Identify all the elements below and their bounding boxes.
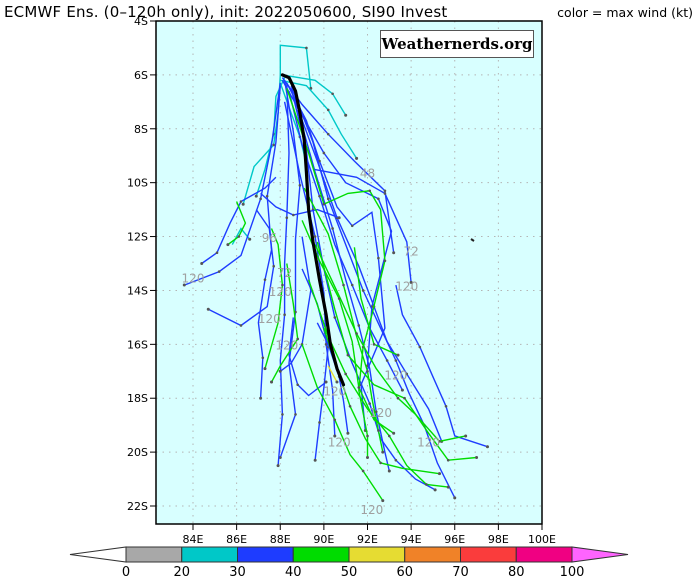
forecast-hour-label: 120 (417, 436, 440, 450)
colorbar-bin (181, 546, 238, 563)
y-tick-label: 20S (127, 446, 148, 459)
ensemble-member-track (279, 80, 301, 458)
y-tick-label: 18S (127, 392, 148, 405)
ensemble-member-track (282, 74, 347, 116)
forecast-hour-label: 48 (360, 166, 375, 180)
colorbar: 0 20 30 40 50 60 70 80 100 (69, 546, 629, 578)
colorbar-tick-label: 0 (122, 565, 130, 578)
ensemble-member-track (227, 201, 247, 246)
watermark: Weathernerds.org (380, 30, 534, 58)
ensemble-member-track (353, 247, 399, 356)
colorbar-tick-label: 40 (285, 565, 302, 578)
ensemble-member-track (316, 241, 477, 461)
colorbar-caption: color = max wind (kt) (557, 5, 693, 20)
y-tick-label: 14S (127, 284, 148, 297)
stray-mark (470, 238, 475, 242)
colorbar-tick-label: 100 (560, 565, 585, 578)
forecast-hour-label: 120 (360, 503, 383, 517)
ensemble-member-track (301, 220, 395, 434)
ensemble-member-track (279, 82, 308, 164)
x-tick-label: 98E (488, 533, 509, 546)
axis-ticks: 4S 6S 8S 10S 12S 14S 16S 18S 20S 22S 84E 86E 88E 90E 9… (127, 15, 556, 546)
forecast-hour-label: 120 (258, 312, 281, 326)
ensemble-member-track (279, 44, 312, 89)
y-tick-label: 8S (134, 123, 148, 136)
ensemble-member-track (207, 209, 275, 327)
ensemble-member-track (257, 85, 281, 399)
forecast-hour-label: 96 (262, 231, 277, 245)
colorbar-tick-label: 60 (396, 565, 413, 578)
colorbar-tick-label: 50 (341, 565, 358, 578)
ensemble-member-track (327, 365, 338, 383)
ensemble-member-track (314, 244, 466, 443)
x-tick-label: 100E (528, 533, 556, 546)
ensemble-member-track (184, 82, 281, 286)
y-tick-label: 12S (127, 231, 148, 244)
ensemble-member-track (301, 344, 384, 501)
colorbar-bin (125, 546, 183, 563)
forecast-hour-label: 120 (275, 339, 298, 353)
ensemble-member-track (303, 187, 384, 453)
forecast-hour-label: 72 (277, 266, 292, 280)
ensemble-member-track (283, 101, 336, 436)
colorbar-bin (460, 546, 517, 563)
ensemble-member-track (201, 176, 277, 265)
forecast-hour-label: 72 (403, 244, 418, 258)
plot-frame (155, 20, 543, 525)
colorbar-bin (515, 546, 573, 563)
forecast-hour-labels: 48 72 72 96 120 120 120 120 120 120 120 120 120 120 12… (182, 166, 440, 517)
y-tick-label: 22S (127, 500, 148, 513)
y-tick-label: 6S (134, 69, 148, 82)
ensemble-member-track (290, 88, 436, 491)
y-tick-label: 16S (127, 338, 148, 351)
chart-title: ECMWF Ens. (0–120h only), init: 20220506… (4, 3, 448, 21)
colorbar-tick-label: 80 (508, 565, 525, 578)
x-tick-label: 88E (270, 533, 291, 546)
colorbar-bin (237, 546, 294, 563)
y-tick-label: 10S (127, 177, 148, 190)
colorbar-bin (348, 546, 406, 563)
ensemble-member-track (395, 284, 488, 448)
x-tick-label: 90E (313, 533, 334, 546)
x-tick-label: 92E (357, 533, 378, 546)
forecast-hour-label: 120 (182, 271, 205, 285)
forecast-hour-label: 120 (328, 436, 351, 450)
forecast-hour-label: 120 (369, 406, 392, 420)
forecast-hour-label: 120 (395, 279, 418, 293)
ensemble-tracks (182, 44, 489, 503)
x-tick-label: 84E (183, 533, 204, 546)
colorbar-tick-label: 20 (173, 565, 190, 578)
plot-background (156, 21, 542, 524)
ensemble-member-track (277, 82, 290, 466)
x-tick-label: 94E (401, 533, 422, 546)
colorbar-tick-label: 70 (452, 565, 469, 578)
x-tick-label: 96E (444, 533, 465, 546)
x-tick-label: 86E (226, 533, 247, 546)
forecast-hour-label: 120 (384, 368, 407, 382)
colorbar-tick-label: 30 (229, 565, 246, 578)
y-tick-label: 4S (134, 15, 148, 28)
forecast-hour-label: 120 (323, 385, 346, 399)
forecast-hour-label: 120 (269, 285, 292, 299)
colorbar-bin (404, 546, 461, 563)
colorbar-bin (292, 546, 350, 563)
ensemble-mean-track (280, 73, 346, 387)
